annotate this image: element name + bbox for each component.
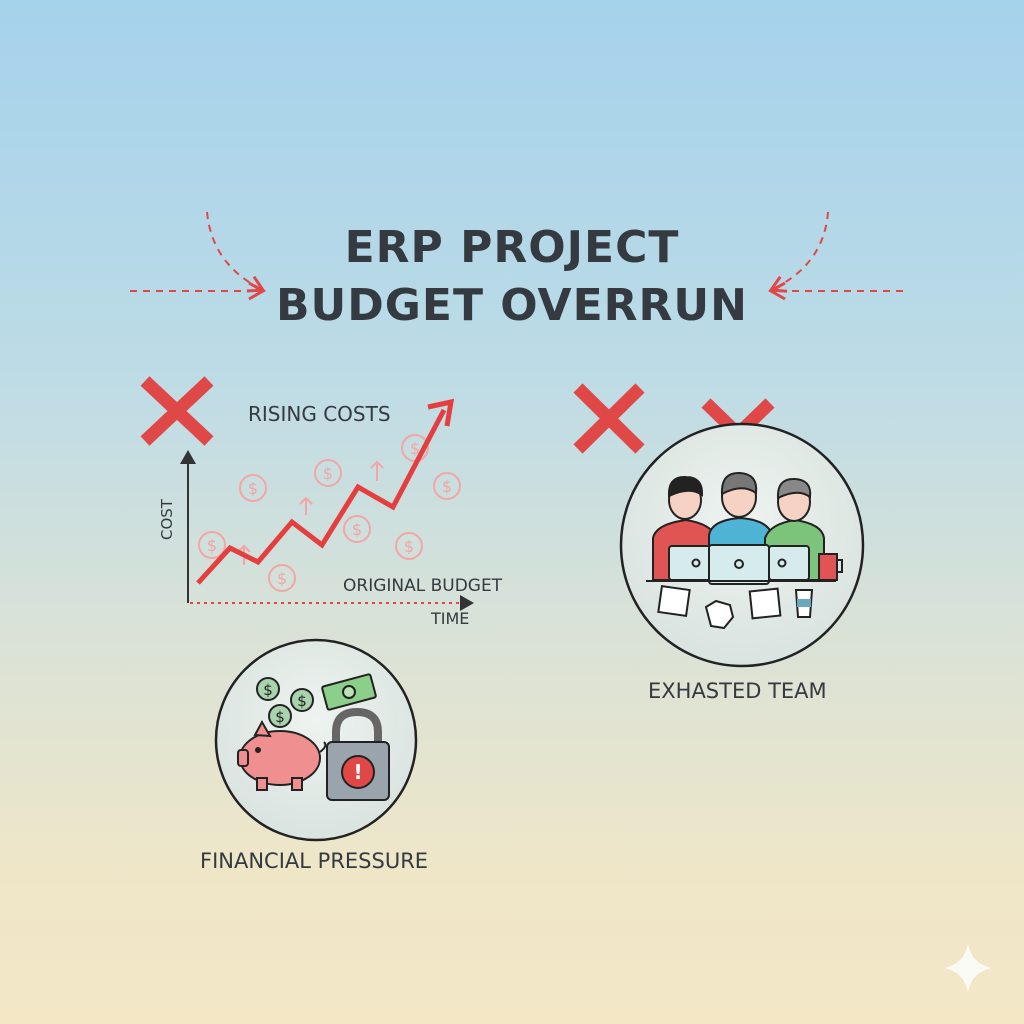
y-axis-label: COST (158, 499, 176, 540)
svg-text:$: $ (277, 569, 287, 588)
up-arrow-icon (237, 460, 384, 565)
rising-costs-chart: $ $ $ $ $ $ $ $ (180, 398, 474, 611)
svg-text:$: $ (323, 464, 333, 483)
svg-text:$: $ (263, 681, 273, 699)
dashed-arrows-right (767, 211, 903, 301)
banknote-icon (321, 673, 377, 711)
svg-text:$: $ (352, 520, 362, 539)
page-title-line2: BUDGET OVERRUN (276, 280, 748, 331)
dollar-coin-icon: $ $ $ $ $ $ $ $ (198, 434, 461, 592)
svg-text:$: $ (248, 479, 258, 498)
financial-pressure-illustration: $$$ ! (214, 638, 418, 842)
svg-text:$: $ (442, 477, 452, 496)
svg-text:$: $ (275, 708, 285, 726)
financial-pressure-label: FINANCIAL PRESSURE (200, 849, 429, 873)
svg-text:$: $ (207, 536, 217, 555)
coffee-cup-icon (794, 589, 814, 618)
exhausted-team-label: EXHASTED TEAM (648, 679, 827, 703)
svg-text:$: $ (404, 537, 414, 556)
sparkle-icon (944, 944, 992, 992)
x-axis-label: TIME (431, 609, 470, 628)
trend-arrowhead (427, 398, 455, 427)
exhausted-team-illustration (619, 422, 865, 668)
document-icon (657, 585, 782, 630)
padlock-icon: ! (326, 707, 390, 801)
svg-text:$: $ (410, 439, 420, 458)
piggy-bank-icon (237, 719, 327, 791)
original-budget-label: ORIGINAL BUDGET (343, 576, 503, 596)
page-title-line1: ERP PROJECT (344, 222, 680, 273)
coffee-cup-icon (818, 553, 843, 581)
chart-title: RISING COSTS (248, 402, 391, 426)
laptop-icon (668, 544, 810, 585)
svg-text:$: $ (297, 692, 307, 710)
dollar-coin-icon (256, 677, 314, 728)
svg-text:!: ! (353, 760, 362, 784)
dashed-arrows-left (130, 211, 267, 301)
cost-trend-line (196, 408, 447, 585)
